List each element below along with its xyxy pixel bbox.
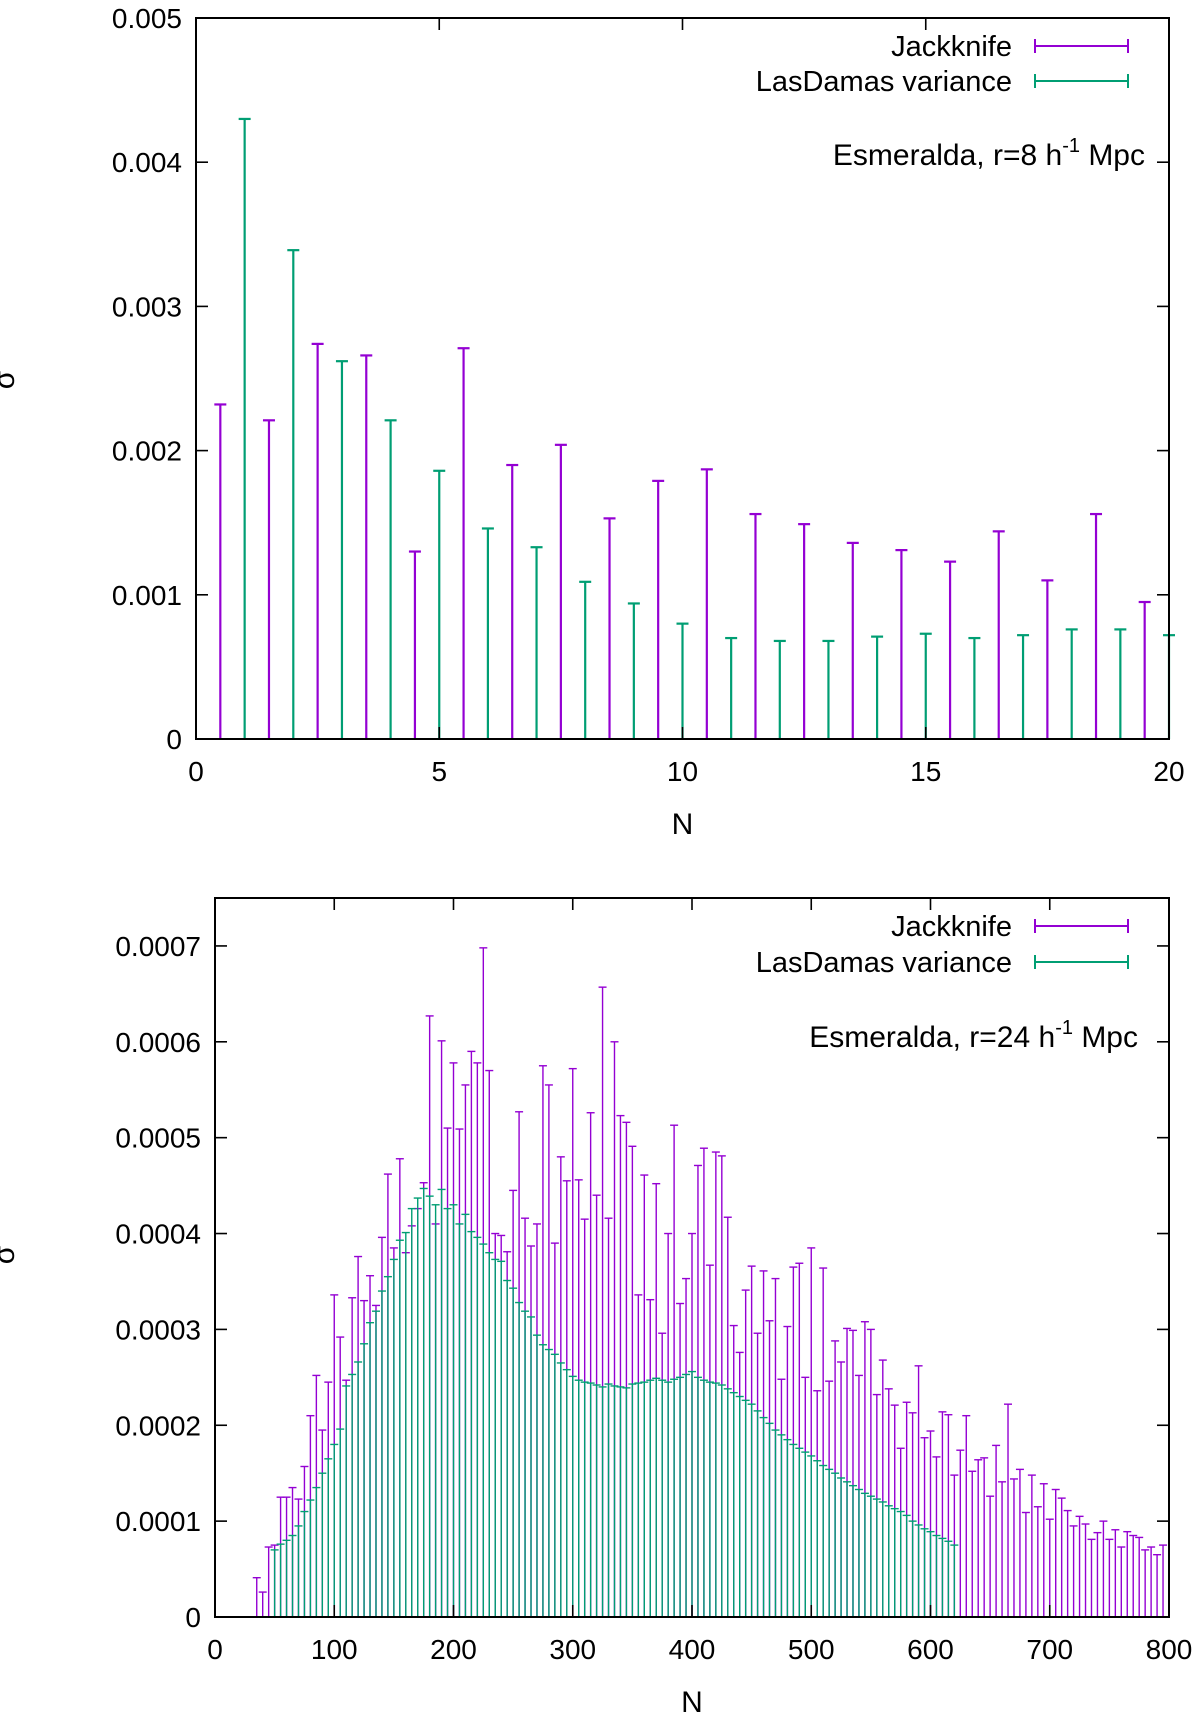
panel-annotation: Esmeralda, r=24 h-1 Mpc	[809, 1017, 1138, 1054]
y-tick-label: 0.0002	[115, 1410, 201, 1441]
y-tick-label: 0.001	[112, 580, 182, 611]
x-tick-label: 700	[1026, 1634, 1073, 1665]
x-axis-label: N	[681, 1686, 703, 1716]
x-tick-label: 100	[311, 1634, 358, 1665]
y-tick-label: 0.0005	[115, 1123, 201, 1154]
annotation-superscript: -1	[1055, 1017, 1073, 1039]
y-tick-label: 0.003	[112, 291, 182, 322]
x-tick-label: 15	[910, 756, 941, 787]
x-axis-label: N	[672, 808, 694, 841]
chart-panel-1: 0 0.001 0.002 0.003 0.004 0.005 0 5 10 15 20 Nσ Jack…	[0, 3, 1185, 841]
x-tick-label: 300	[549, 1634, 596, 1665]
annotation-unit: Mpc	[1073, 1021, 1138, 1054]
x-tick-label: 600	[907, 1634, 954, 1665]
annotation-superscript: -1	[1062, 135, 1080, 157]
y-tick-label: 0.004	[112, 147, 182, 178]
y-tick-label: 0.0003	[115, 1314, 201, 1345]
y-tick-label: 0.002	[112, 436, 182, 467]
legend-label: Jackknife	[891, 911, 1012, 943]
series-lasdamas-variance	[270, 1187, 959, 1617]
y-tick-label: 0	[185, 1602, 201, 1633]
annotation-text: Esmeralda, r=24 h	[809, 1021, 1055, 1054]
x-tick-label: 0	[207, 1634, 223, 1665]
x-tick-label: 0	[188, 756, 204, 787]
x-tick-label: 20	[1153, 756, 1184, 787]
y-tick-label: 0.0001	[115, 1506, 201, 1537]
x-tick-label: 5	[431, 756, 447, 787]
y-tick-label: 0.0004	[115, 1219, 201, 1250]
legend-label: Jackknife	[891, 31, 1012, 63]
legend-label: LasDamas variance	[756, 947, 1012, 979]
y-axis-label: σ	[0, 1245, 21, 1264]
annotation-unit: Mpc	[1080, 139, 1145, 172]
y-tick-label: 0.0007	[115, 931, 201, 962]
series-lasdamas-variance	[238, 117, 1175, 739]
x-tick-label: 200	[430, 1634, 477, 1665]
legend-label: LasDamas variance	[756, 66, 1012, 98]
x-tick-label: 500	[788, 1634, 835, 1665]
y-tick-label: 0.005	[112, 3, 182, 34]
x-tick-label: 400	[669, 1634, 716, 1665]
y-tick-label: 0	[166, 724, 182, 755]
chart-panel-2: 0 0.0001 0.0002 0.0003 0.0004 0.0005 0.0006 0.0…	[0, 897, 1193, 1716]
x-tick-label: 800	[1146, 1634, 1193, 1665]
panel-annotation: Esmeralda, r=8 h-1 Mpc	[833, 135, 1145, 172]
annotation-text: Esmeralda, r=8 h	[833, 139, 1062, 172]
y-tick-label: 0.0006	[115, 1027, 201, 1058]
x-tick-label: 10	[667, 756, 698, 787]
y-axis-label: σ	[0, 370, 21, 389]
series-jackknife	[214, 342, 1151, 739]
